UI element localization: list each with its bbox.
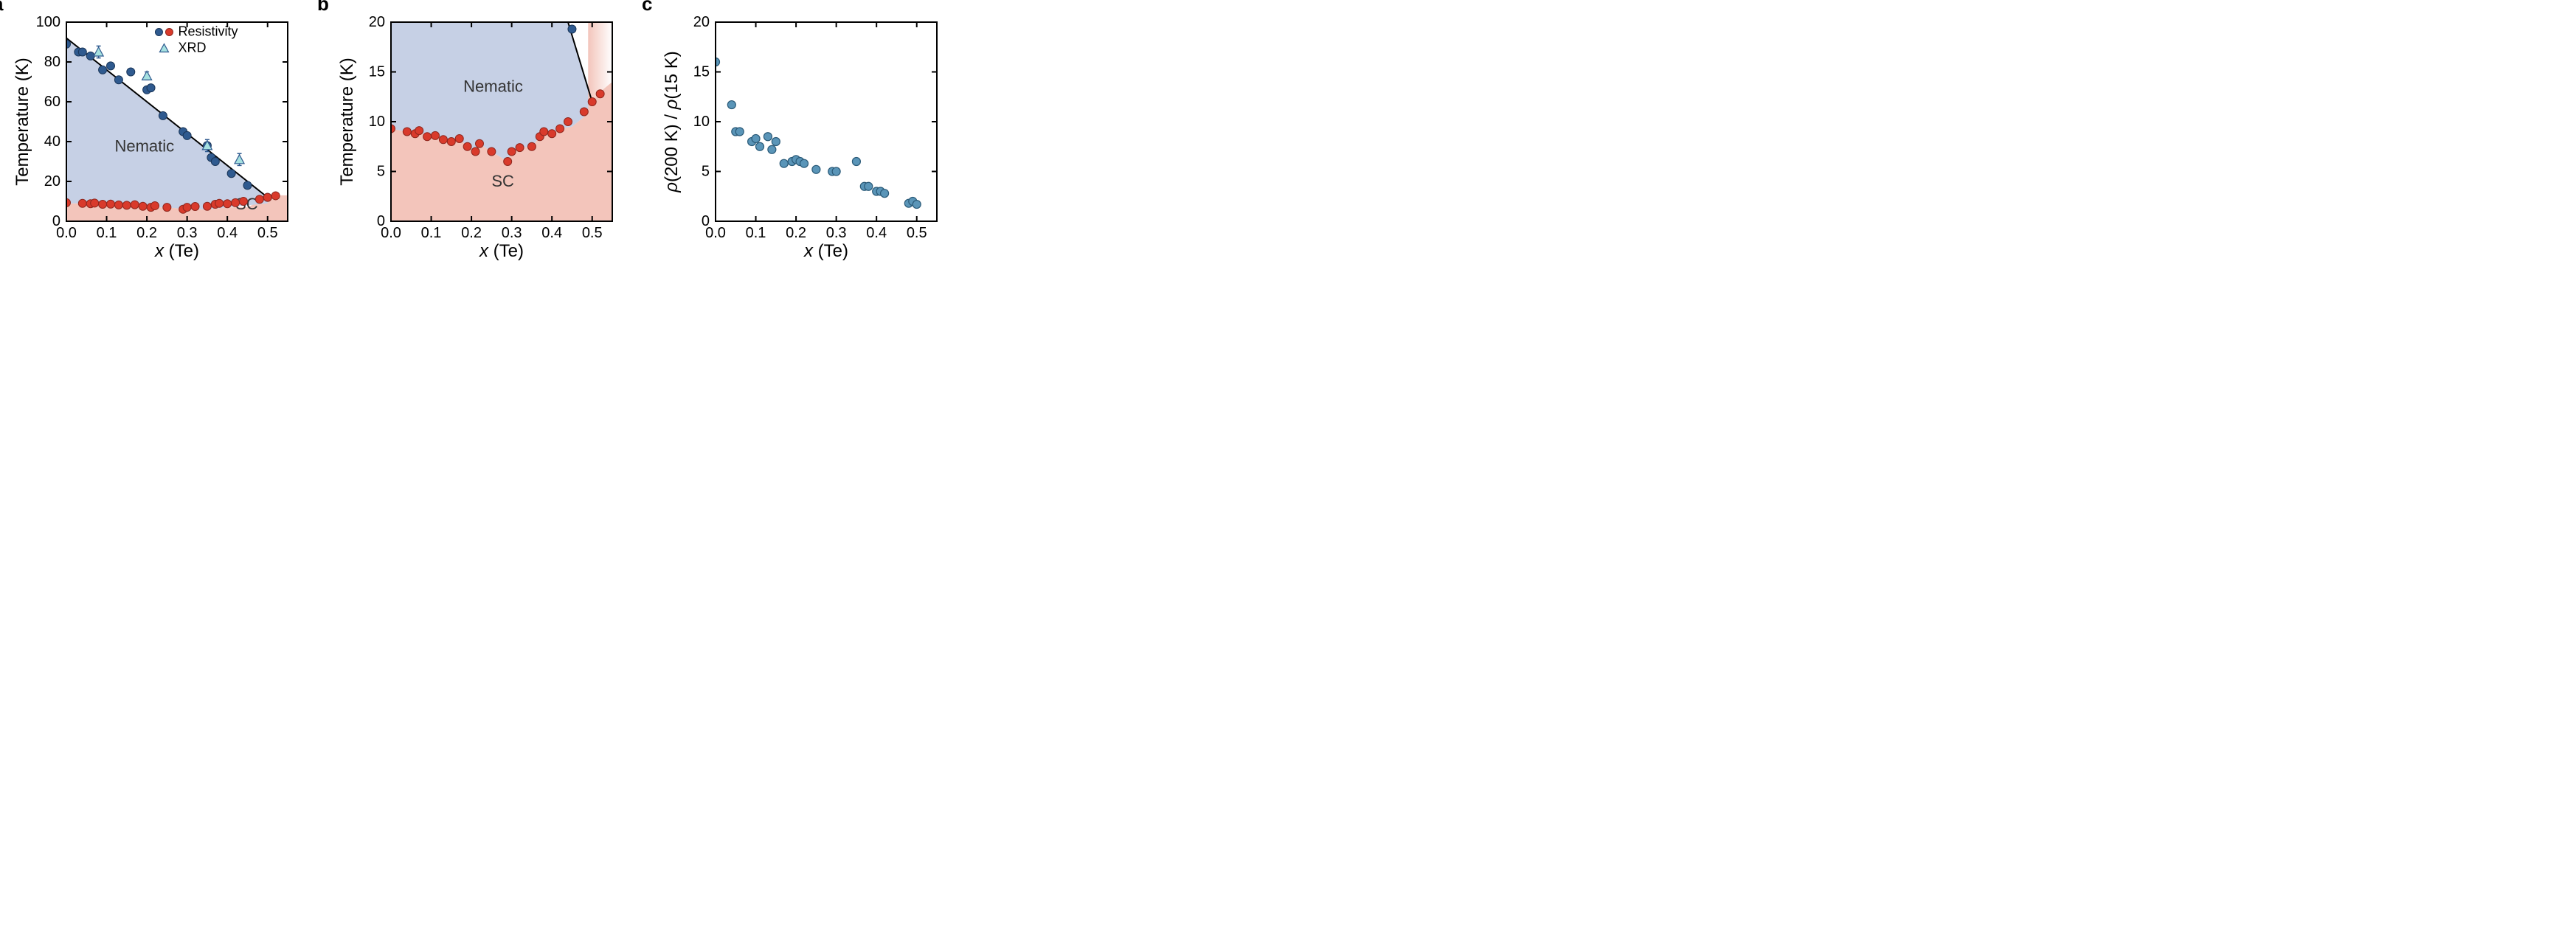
svg-text:0.4: 0.4 (217, 225, 238, 241)
svg-text:0.4: 0.4 (866, 225, 887, 241)
svg-text:5: 5 (702, 164, 710, 180)
svg-text:20: 20 (693, 15, 710, 30)
svg-text:15: 15 (369, 64, 385, 80)
svg-text:40: 40 (44, 133, 60, 150)
svg-text:x (Te): x (Te) (479, 241, 524, 261)
figure-container: a NematicSCResistivityXRD0.00.10.20.30.4… (15, 15, 2561, 265)
panel-b: b NematicSC0.00.10.20.30.40.505101520x (… (339, 15, 620, 265)
svg-text:10: 10 (369, 114, 385, 130)
panel-a-label: a (0, 0, 3, 15)
svg-text:20: 20 (44, 173, 60, 190)
svg-text:Nematic: Nematic (114, 137, 174, 156)
svg-text:ρ(200 K) / ρ(15 K): ρ(200 K) / ρ(15 K) (664, 51, 682, 193)
svg-text:0: 0 (52, 213, 60, 229)
svg-text:Temperature (K): Temperature (K) (339, 58, 357, 185)
panel-c-label: c (642, 0, 652, 15)
svg-text:80: 80 (44, 54, 60, 70)
svg-text:Nematic: Nematic (463, 77, 523, 96)
panel-a-svg: NematicSCResistivityXRD0.00.10.20.30.40.… (15, 15, 295, 265)
svg-text:0.5: 0.5 (257, 225, 278, 241)
svg-text:20: 20 (369, 15, 385, 30)
svg-text:0.1: 0.1 (97, 225, 117, 241)
svg-text:0: 0 (702, 213, 710, 229)
svg-text:0.1: 0.1 (746, 225, 766, 241)
svg-text:0.4: 0.4 (541, 225, 562, 241)
svg-text:100: 100 (36, 15, 60, 30)
panel-a: a NematicSCResistivityXRD0.00.10.20.30.4… (15, 15, 295, 265)
panel-b-label: b (317, 0, 329, 15)
svg-text:10: 10 (693, 114, 710, 130)
svg-text:0.5: 0.5 (907, 225, 927, 241)
svg-text:0: 0 (377, 213, 385, 229)
svg-text:x (Te): x (Te) (154, 241, 199, 261)
svg-text:0.2: 0.2 (136, 225, 157, 241)
svg-text:0.3: 0.3 (177, 225, 198, 241)
svg-text:x (Te): x (Te) (803, 241, 848, 261)
panel-c-svg: 0.00.10.20.30.40.505101520x (Te)ρ(200 K)… (664, 15, 944, 265)
svg-text:0.3: 0.3 (826, 225, 847, 241)
svg-text:XRD: XRD (178, 41, 206, 55)
svg-text:Temperature (K): Temperature (K) (15, 58, 32, 185)
svg-text:0.3: 0.3 (502, 225, 522, 241)
svg-text:SC: SC (491, 172, 514, 190)
panel-b-svg: NematicSC0.00.10.20.30.40.505101520x (Te… (339, 15, 620, 265)
svg-text:0.5: 0.5 (582, 225, 603, 241)
svg-text:60: 60 (44, 94, 60, 110)
panel-c: c 0.00.10.20.30.40.505101520x (Te)ρ(200 … (664, 15, 944, 265)
svg-text:0.1: 0.1 (421, 225, 442, 241)
svg-text:5: 5 (377, 164, 385, 180)
svg-text:15: 15 (693, 64, 710, 80)
svg-text:0.2: 0.2 (786, 225, 806, 241)
svg-text:0.2: 0.2 (461, 225, 482, 241)
